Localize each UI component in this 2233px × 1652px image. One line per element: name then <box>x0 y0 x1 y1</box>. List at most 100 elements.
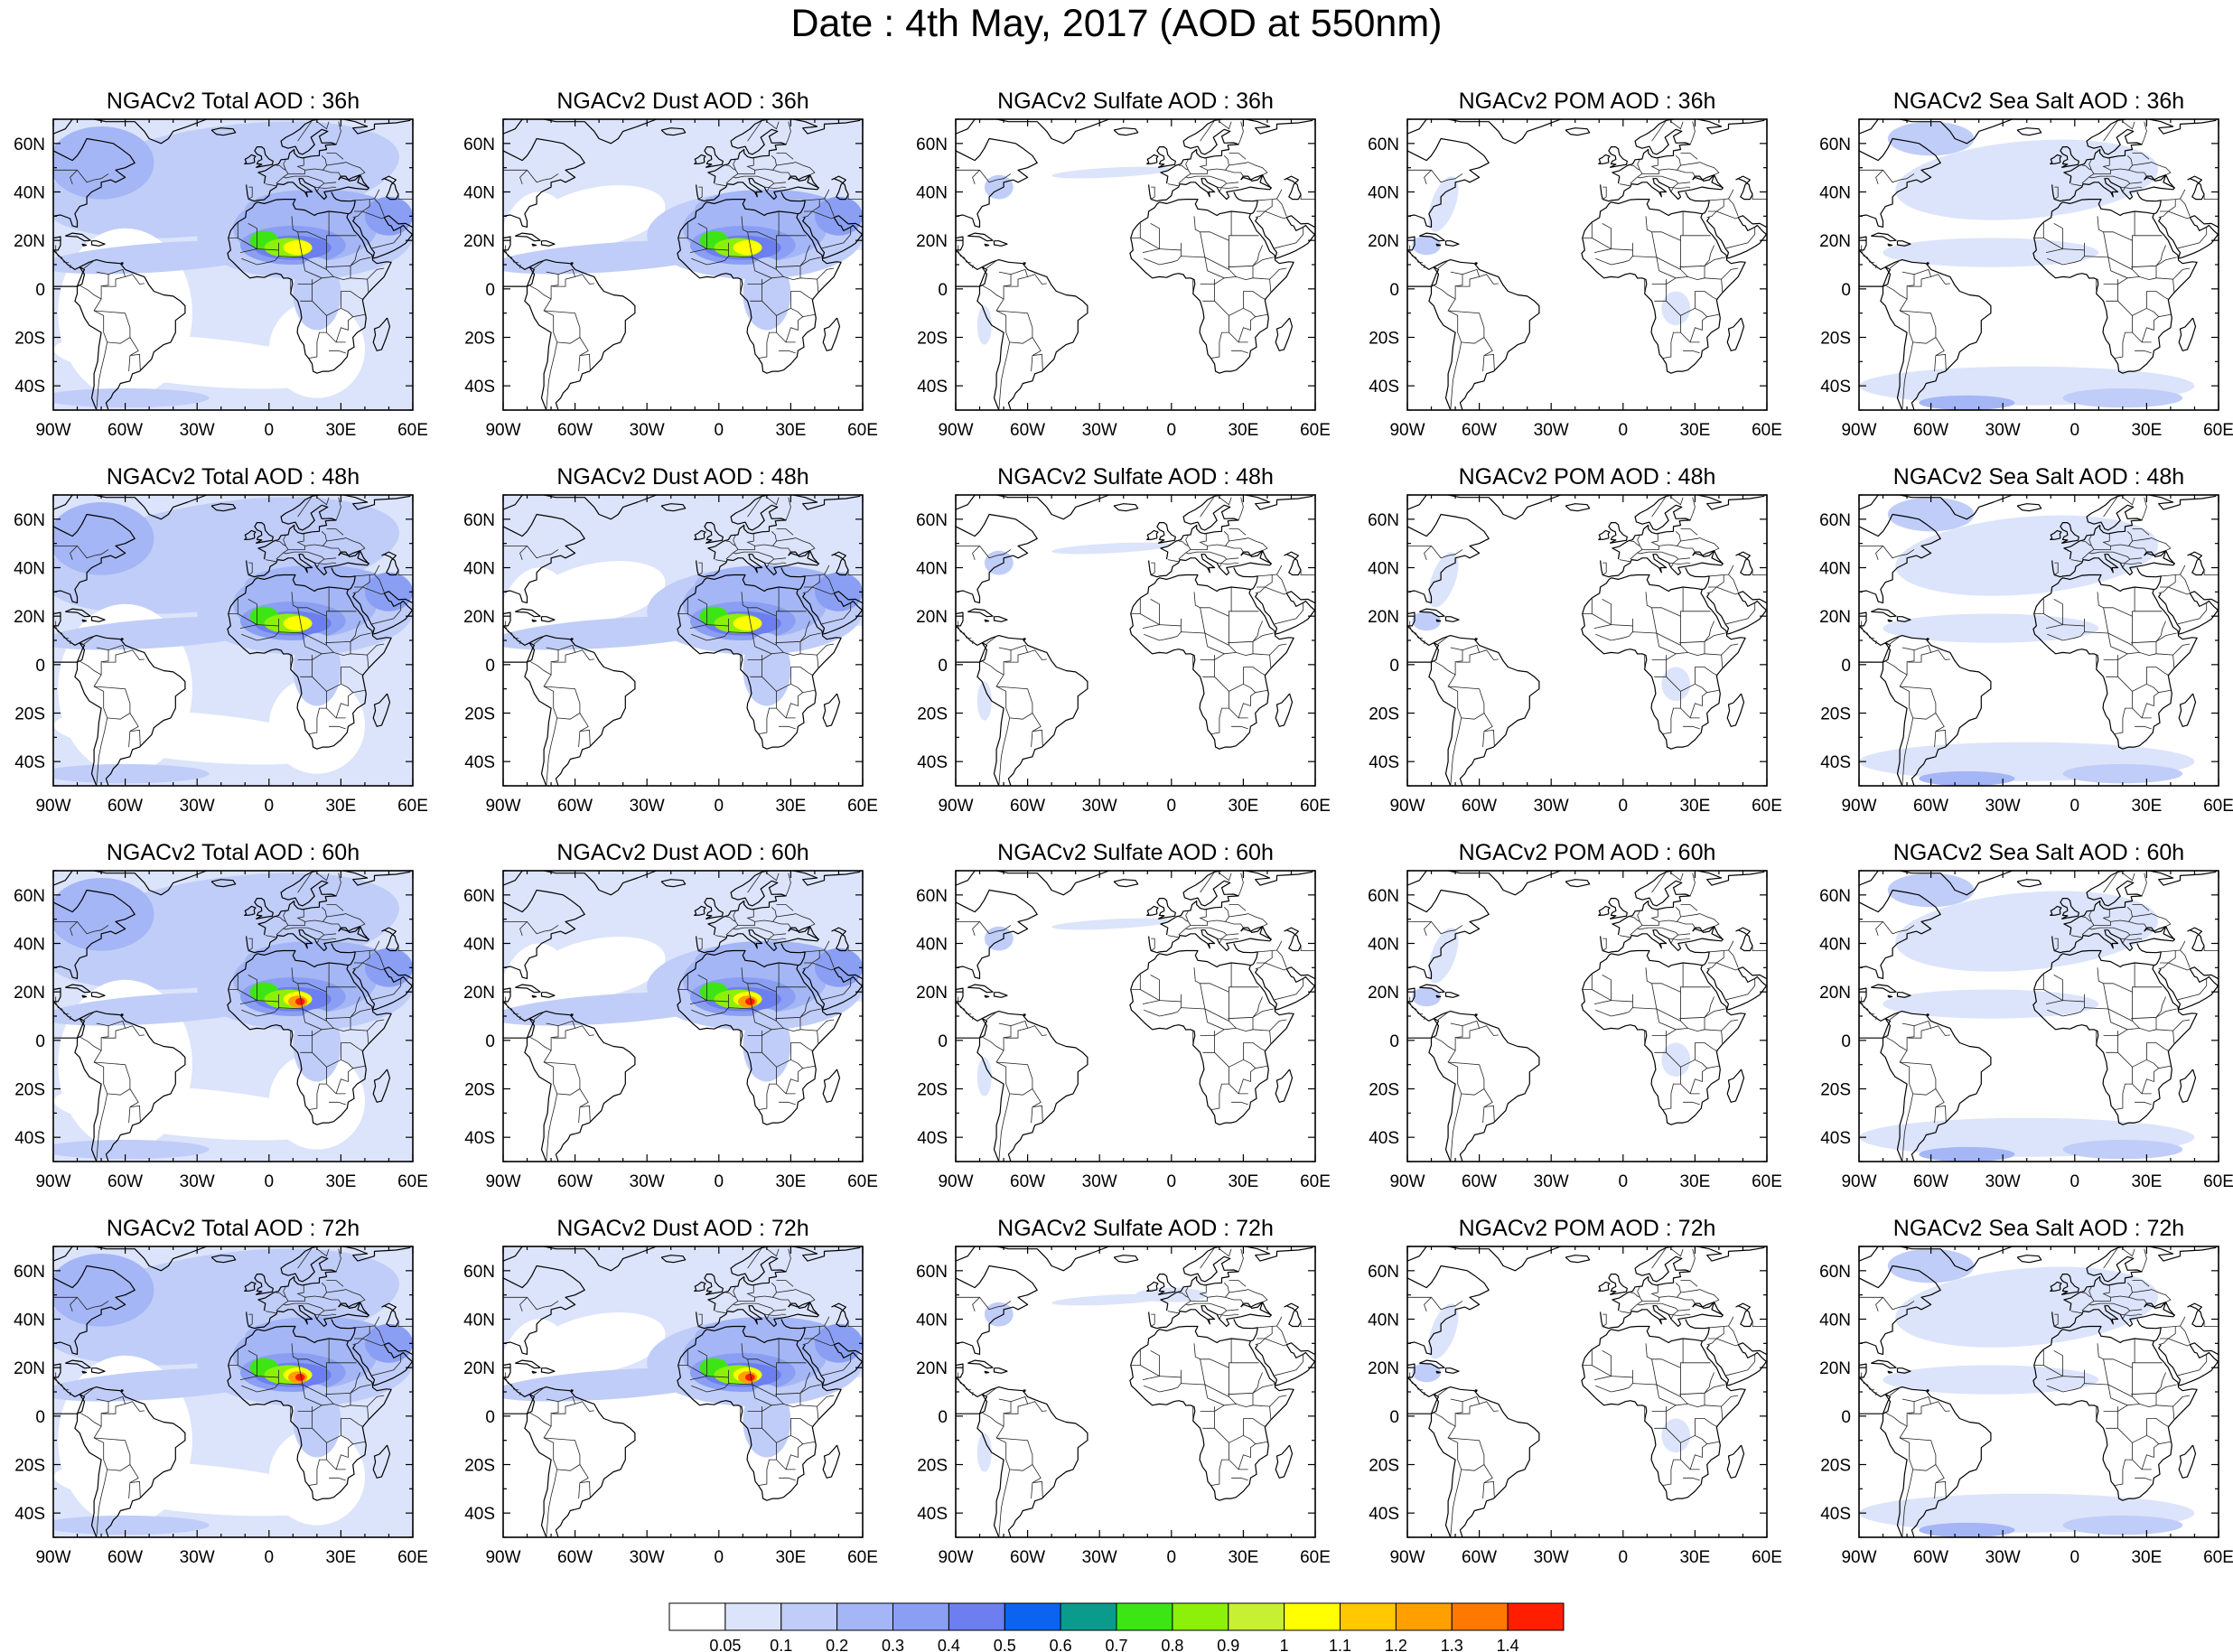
country-border <box>1721 267 1739 280</box>
country-border <box>758 1442 777 1486</box>
x-tick-label: 30W <box>1082 421 1117 440</box>
coastline <box>1727 966 1767 1011</box>
country-border <box>2107 257 2133 270</box>
country-border <box>995 298 1011 343</box>
borders <box>956 872 1315 1162</box>
panel-title: NGACv2 POM AOD : 48h <box>1459 464 1716 490</box>
y-tick-label: 60N <box>1368 887 1399 906</box>
country-border <box>1200 872 1215 893</box>
y-tick-label: 20N <box>1819 232 1851 251</box>
country-border <box>1668 938 1686 940</box>
colorbar-swatch <box>668 1602 726 1631</box>
country-border <box>1010 268 1047 285</box>
country-border <box>2103 120 2118 142</box>
country-border <box>1144 257 1178 266</box>
country-border <box>335 1248 341 1273</box>
country-border <box>93 298 108 343</box>
country-border <box>1437 1011 1450 1021</box>
colorbar-label: 0.5 <box>994 1637 1016 1652</box>
country-border <box>1592 1350 1612 1377</box>
country-border <box>1238 121 1244 145</box>
country-border <box>374 949 385 968</box>
y-tick-label: 40N <box>1368 184 1399 203</box>
country-border <box>1228 996 1263 1020</box>
coastline <box>956 137 1038 228</box>
x-tick-label: 0 <box>715 797 724 816</box>
coastline <box>1407 1246 1427 1262</box>
y-tick-label: 40N <box>1819 936 1851 955</box>
country-border <box>1407 921 1463 935</box>
coastline <box>1581 943 1746 1125</box>
coastline <box>995 871 1110 896</box>
colorbar-swatch <box>1004 1602 1061 1631</box>
country-border <box>2114 691 2133 734</box>
y-tick-label: 60N <box>1819 887 1851 906</box>
coastline <box>1113 503 1139 512</box>
borders <box>956 496 1315 786</box>
coastline <box>1565 503 1591 512</box>
country-border <box>1200 496 1215 518</box>
figure-title: Date : 4th May, 2017 (AOD at 550nm) <box>790 2 1443 45</box>
country-border <box>766 1248 780 1257</box>
coastline <box>74 1010 186 1162</box>
coastline <box>257 495 344 560</box>
coastline <box>1160 1246 1247 1311</box>
country-border <box>1450 1469 1462 1537</box>
country-border <box>335 873 341 897</box>
aod-region <box>1895 1266 2159 1348</box>
x-tick-label: 30W <box>180 1172 215 1191</box>
country-border <box>248 186 253 200</box>
coastline <box>90 616 106 622</box>
country-border <box>1619 1311 1630 1314</box>
country-border <box>982 271 1012 300</box>
country-border <box>1651 1247 1667 1269</box>
country-border <box>1150 938 1155 951</box>
country-border <box>2146 667 2170 677</box>
country-border <box>2097 216 2133 270</box>
x-tick-label: 90W <box>938 421 973 440</box>
y-tick-label: 20S <box>464 1081 495 1100</box>
country-border <box>733 175 787 184</box>
x-tick-label: 0 <box>1619 797 1629 816</box>
aod-region <box>293 1384 341 1458</box>
x-tick-label: 0 <box>2070 1172 2080 1191</box>
country-border <box>397 946 413 951</box>
country-border <box>1680 269 1688 277</box>
coastline <box>1275 966 1315 1011</box>
country-border <box>1593 1376 1612 1380</box>
country-border <box>1901 341 1914 410</box>
coastline <box>1023 638 1026 640</box>
aod-region <box>1895 139 2159 220</box>
country-border <box>1662 315 1681 359</box>
coastline <box>993 992 1008 998</box>
x-tick-label: 0 <box>265 1548 275 1567</box>
aod-region <box>984 926 1014 951</box>
country-border <box>371 1354 402 1377</box>
country-border <box>1619 935 1630 938</box>
country-border <box>1229 986 1259 993</box>
country-border <box>1908 652 1931 663</box>
country-border <box>824 949 835 968</box>
x-tick-label: 30E <box>2131 1172 2162 1191</box>
country-border <box>2168 210 2191 219</box>
country-border <box>302 1384 327 1397</box>
country-border <box>1680 528 1698 536</box>
country-border <box>1448 310 1485 344</box>
country-border <box>578 1482 581 1499</box>
country-border <box>367 1019 385 1031</box>
axis-ticks <box>1406 494 1768 787</box>
coastline <box>956 249 988 287</box>
country-border <box>70 1297 78 1312</box>
country-border <box>326 235 357 241</box>
country-border <box>958 245 972 264</box>
country-border <box>1595 1385 1630 1393</box>
country-border <box>241 1385 276 1393</box>
country-border <box>2132 153 2150 160</box>
coastline <box>1726 693 1745 727</box>
country-border <box>733 535 736 546</box>
country-border <box>1407 169 1463 183</box>
aod-region <box>283 240 313 256</box>
coastline <box>1240 1302 1272 1316</box>
aod-field <box>503 119 863 410</box>
